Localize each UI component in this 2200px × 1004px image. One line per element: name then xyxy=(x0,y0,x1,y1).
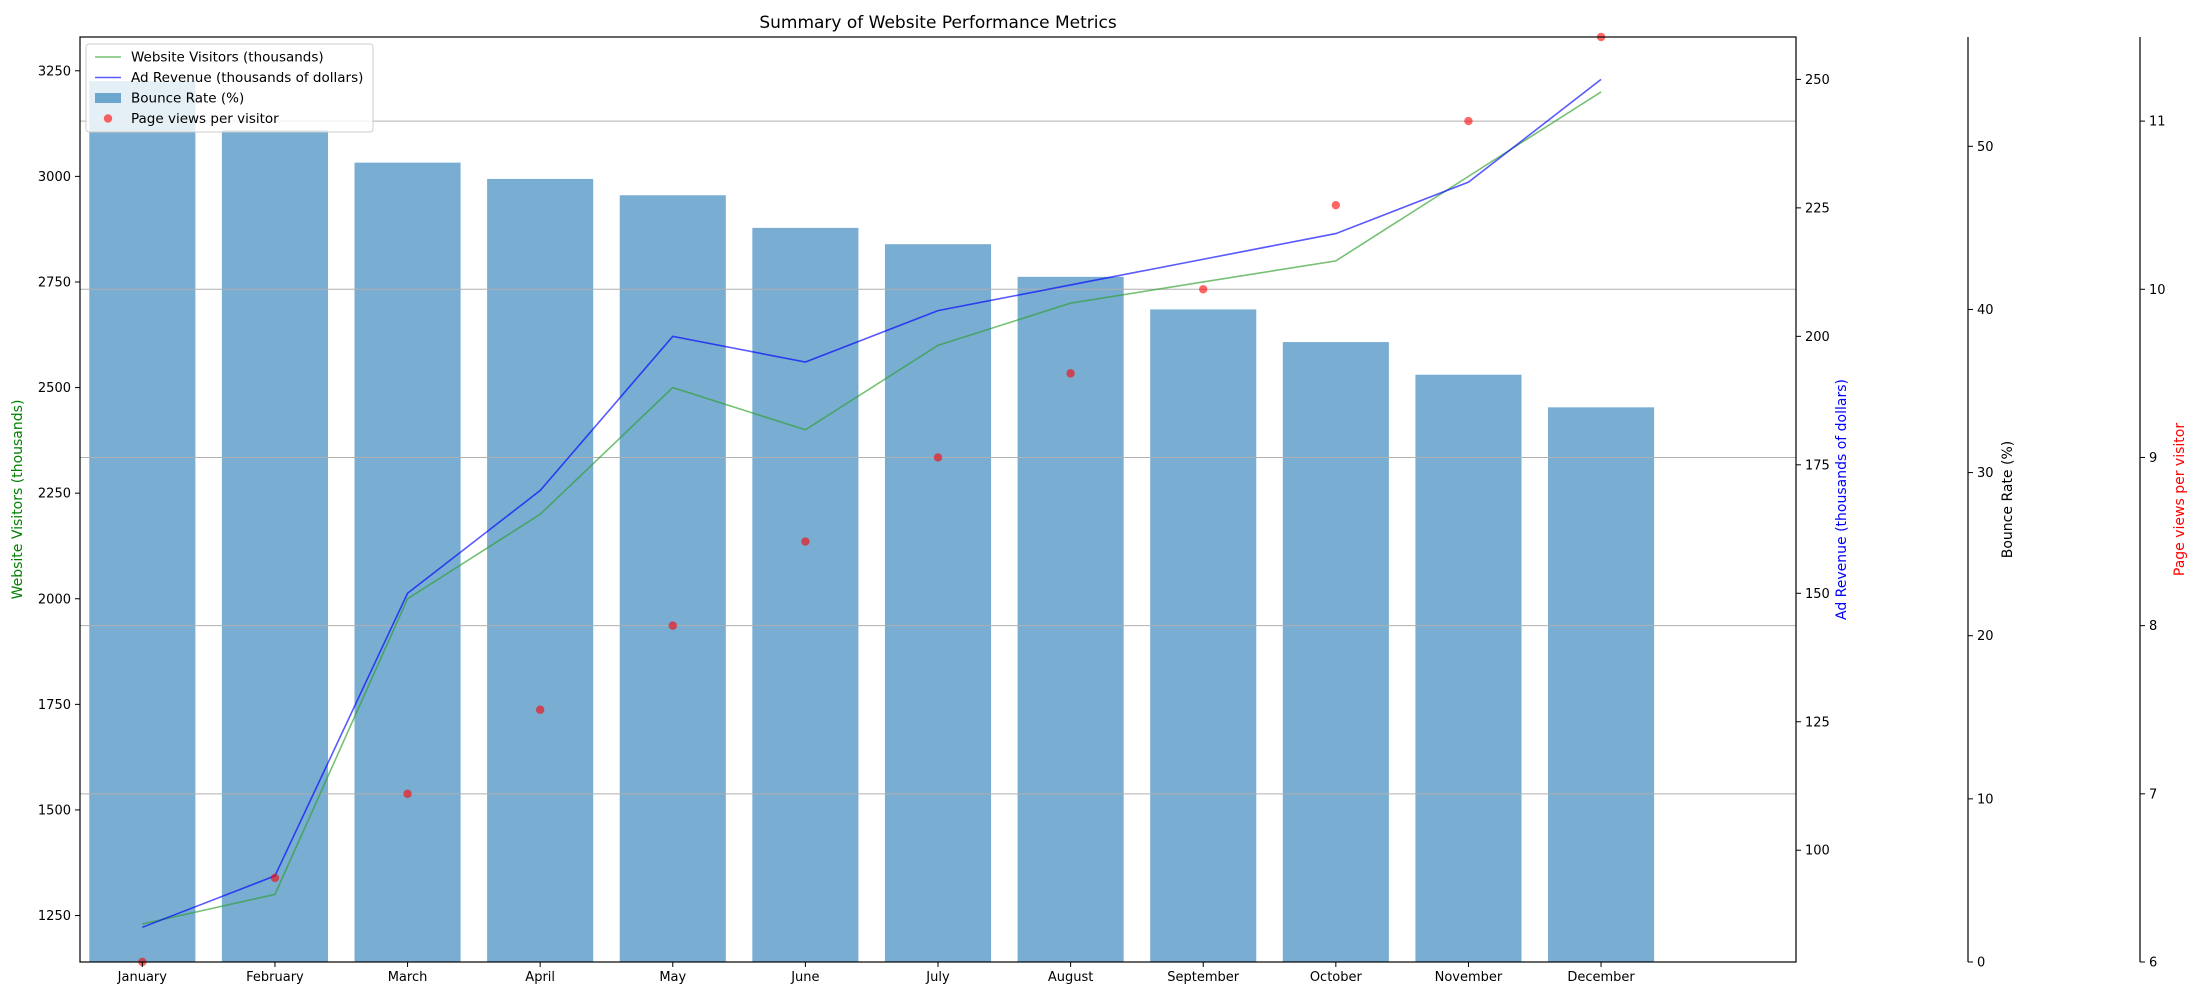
x-tick-label: July xyxy=(925,970,950,985)
x-tick-label: May xyxy=(659,970,686,985)
visitors-tick-label: 3250 xyxy=(38,64,71,79)
bounce-bars xyxy=(89,81,1655,963)
bar-may xyxy=(619,195,726,963)
point-may xyxy=(668,621,677,630)
x-tick-label: October xyxy=(1310,970,1363,985)
visitors-tick-label: 2750 xyxy=(38,275,71,290)
bar-june xyxy=(752,227,859,962)
legend-box xyxy=(85,43,374,133)
legend-label: Bounce Rate (%) xyxy=(131,91,244,107)
bar-september xyxy=(1150,309,1257,962)
point-february xyxy=(270,873,280,883)
x-tick-label: December xyxy=(1567,970,1635,985)
x-tick-label: January xyxy=(117,970,168,985)
revenue-tick-label: 100 xyxy=(1805,844,1830,859)
legend: Website Visitors (thousands) Ad Revenue (… xyxy=(85,43,374,133)
legend-swatch-point xyxy=(103,114,113,123)
point-august xyxy=(1066,369,1075,378)
revenue-axis-label: Ad Revenue (thousands of dollars) xyxy=(1834,379,1850,620)
visitors-tick-label: 1250 xyxy=(38,909,71,924)
visitors-tick-label: 3000 xyxy=(38,170,71,185)
bounce-axis-label: Bounce Rate (%) xyxy=(2000,441,2016,558)
x-tick-label: April xyxy=(525,970,555,985)
point-march xyxy=(403,789,412,799)
bounce-tick-label: 50 xyxy=(1977,140,1994,155)
revenue-tick-label: 250 xyxy=(1805,73,1830,88)
line-series-1 xyxy=(142,78,1602,929)
x-tick-label: November xyxy=(1435,970,1503,985)
chart-title: Summary of Website Performance Metrics xyxy=(759,13,1117,33)
pageviews-axis-label: Page views per visitor xyxy=(2172,423,2188,576)
point-april xyxy=(535,705,545,714)
series-lines xyxy=(142,78,1602,929)
bounce-tick-label: 40 xyxy=(1977,303,1994,318)
bounce-tick-label: 20 xyxy=(1977,629,1994,644)
bar-october xyxy=(1282,342,1389,962)
x-tick-label: June xyxy=(790,970,819,985)
legend-swatch-bar xyxy=(95,93,121,103)
legend-label: Ad Revenue (thousands of dollars) xyxy=(131,70,363,86)
bounce-tick-label: 10 xyxy=(1977,792,1994,807)
bounce-tick-label: 0 xyxy=(1977,956,1985,971)
bar-august xyxy=(1017,276,1124,962)
revenue-tick-label: 175 xyxy=(1805,458,1830,473)
pageviews-tick-label: 7 xyxy=(2149,787,2157,802)
bar-december xyxy=(1548,407,1655,962)
axes: January February March April May June July Augu… xyxy=(10,37,2188,985)
x-tick-label: August xyxy=(1048,970,1094,985)
point-june xyxy=(801,537,810,546)
point-november xyxy=(1464,116,1473,126)
revenue-tick-label: 150 xyxy=(1805,587,1830,602)
visitors-tick-label: 2000 xyxy=(38,592,71,607)
revenue-tick-label: 225 xyxy=(1805,201,1830,216)
bar-april xyxy=(487,178,594,962)
visitors-tick-label: 1750 xyxy=(38,698,71,713)
visitors-axis-label: Website Visitors (thousands) xyxy=(10,400,26,600)
pageviews-tick-label: 8 xyxy=(2149,619,2157,634)
pageviews-tick-label: 6 xyxy=(2149,956,2157,971)
scatter-points xyxy=(138,32,1606,967)
x-tick-label: February xyxy=(246,970,304,985)
pageviews-tick-label: 9 xyxy=(2149,451,2157,466)
legend-label: Page views per visitor xyxy=(131,111,279,127)
legend-label: Website Visitors (thousands) xyxy=(131,50,324,66)
visitors-tick-label: 2500 xyxy=(38,381,71,396)
bar-january xyxy=(89,81,196,963)
x-tick-label: September xyxy=(1167,970,1240,985)
point-july xyxy=(933,453,943,462)
pageviews-tick-label: 10 xyxy=(2149,283,2166,298)
bar-february xyxy=(221,129,328,963)
bar-march xyxy=(354,162,461,962)
bar-november xyxy=(1415,374,1522,962)
x-tick-label: March xyxy=(388,970,428,985)
bounce-tick-label: 30 xyxy=(1977,466,1994,481)
bar-july xyxy=(884,244,992,962)
revenue-tick-label: 200 xyxy=(1805,330,1830,345)
visitors-tick-label: 2250 xyxy=(38,487,71,502)
revenue-tick-label: 125 xyxy=(1805,715,1830,730)
line-series-0 xyxy=(142,91,1602,925)
point-september xyxy=(1199,285,1208,294)
visitors-tick-label: 1500 xyxy=(38,803,71,818)
pageviews-tick-label: 11 xyxy=(2149,115,2166,130)
point-october xyxy=(1331,200,1341,210)
